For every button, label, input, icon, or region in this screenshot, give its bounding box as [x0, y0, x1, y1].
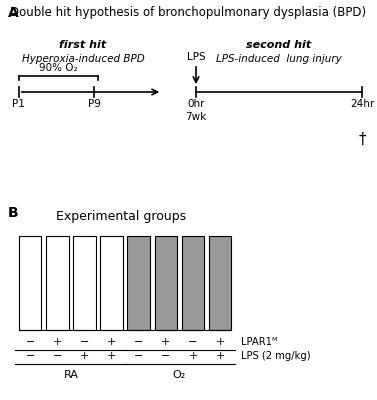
Text: P1: P1 [12, 99, 25, 109]
Text: Hyperoxia-induced BPD: Hyperoxia-induced BPD [21, 54, 144, 64]
Text: Experimental groups: Experimental groups [55, 210, 186, 223]
Text: A: A [8, 6, 18, 20]
Bar [73, 236, 96, 330]
Bar [100, 236, 123, 330]
Text: −: − [188, 337, 198, 347]
Text: +: + [161, 337, 170, 347]
Bar [182, 236, 204, 330]
Text: first hit: first hit [59, 40, 107, 50]
Text: 7wk: 7wk [185, 112, 207, 122]
Text: O₂: O₂ [173, 370, 186, 380]
Text: LPS (2 mg/kg): LPS (2 mg/kg) [241, 351, 311, 361]
Bar [127, 236, 150, 330]
Text: B: B [8, 206, 18, 220]
Text: +: + [80, 351, 89, 361]
Text: 90% O₂: 90% O₂ [39, 63, 78, 73]
Text: †: † [358, 132, 366, 147]
Bar [209, 236, 231, 330]
Text: LPS-induced  lung injury: LPS-induced lung injury [216, 54, 342, 64]
Text: −: − [26, 337, 35, 347]
Text: +: + [216, 337, 225, 347]
Text: +: + [216, 351, 225, 361]
Text: −: − [80, 337, 89, 347]
Text: −: − [134, 351, 143, 361]
Text: P9: P9 [88, 99, 101, 109]
Text: LPAR1ᴹ: LPAR1ᴹ [241, 337, 277, 347]
Bar [19, 236, 41, 330]
Text: 0hr: 0hr [187, 99, 205, 109]
Bar [46, 236, 69, 330]
Text: −: − [134, 337, 143, 347]
Text: +: + [188, 351, 198, 361]
Text: +: + [107, 351, 116, 361]
Text: 24hr: 24hr [350, 99, 374, 109]
Text: RA: RA [63, 370, 78, 380]
Text: +: + [53, 337, 62, 347]
Text: LPS: LPS [187, 52, 205, 62]
Text: Double hit hypothesis of bronchopulmonary dysplasia (BPD): Double hit hypothesis of bronchopulmonar… [11, 6, 366, 19]
Bar [155, 236, 177, 330]
Text: −: − [161, 351, 170, 361]
Text: +: + [107, 337, 116, 347]
Text: −: − [26, 351, 35, 361]
Text: −: − [53, 351, 62, 361]
Text: second hit: second hit [246, 40, 312, 50]
